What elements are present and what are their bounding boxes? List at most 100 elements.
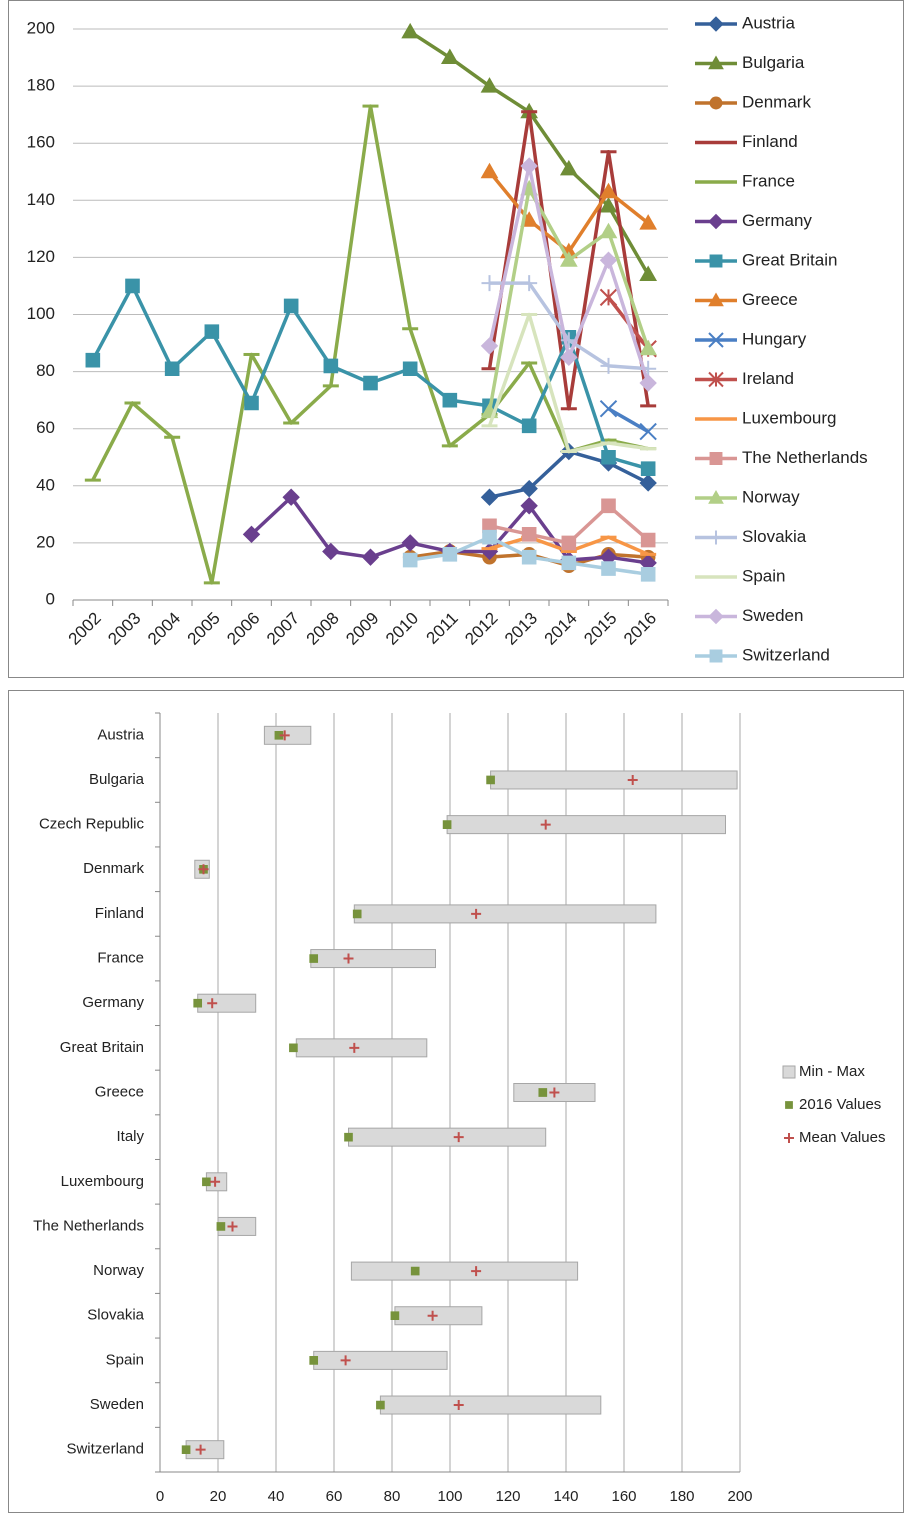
marker xyxy=(193,998,203,1008)
legend-label: France xyxy=(742,171,795,190)
x-tick-label: 180 xyxy=(669,1488,694,1505)
series-line xyxy=(607,407,650,434)
marker xyxy=(207,998,218,1009)
x-tick-label: 40 xyxy=(268,1488,285,1505)
y-tick-label: Greece xyxy=(95,1083,144,1100)
y-tick-label: Finland xyxy=(95,905,144,922)
marker xyxy=(401,534,419,552)
legend-label: The Netherlands xyxy=(742,448,868,467)
legend-marker xyxy=(708,332,724,348)
marker xyxy=(344,1132,353,1142)
y-tick-label: The Netherlands xyxy=(33,1217,144,1234)
y-tick-label: Slovakia xyxy=(87,1307,144,1324)
marker xyxy=(202,1177,211,1187)
legend-swatch xyxy=(782,1065,796,1079)
marker xyxy=(480,488,499,506)
marker xyxy=(561,535,577,551)
marker xyxy=(559,159,578,176)
marker xyxy=(442,547,458,562)
marker xyxy=(453,1132,464,1143)
marker xyxy=(520,497,538,515)
legend-label: Greece xyxy=(742,290,798,309)
range-chart: 0 20 40 60 80 100 120 140 160 180 200 Austria Bulgar… xyxy=(33,712,885,1505)
marker xyxy=(599,182,618,199)
marker xyxy=(639,265,658,282)
marker xyxy=(363,375,378,391)
marker xyxy=(520,479,538,498)
marker xyxy=(227,1221,238,1232)
marker xyxy=(282,488,300,506)
marker xyxy=(283,298,299,314)
range-bar xyxy=(313,1350,448,1370)
legend-label: Finland xyxy=(742,132,798,151)
y-tick-label: 100 xyxy=(27,304,55,323)
y-tick-label: Great Britain xyxy=(60,1039,144,1056)
marker xyxy=(471,908,482,919)
marker xyxy=(274,730,284,740)
marker xyxy=(402,361,418,377)
marker xyxy=(482,529,497,545)
marker xyxy=(601,561,616,576)
marker xyxy=(309,954,319,963)
marker xyxy=(442,392,458,408)
marker xyxy=(600,357,617,374)
y-tick-label: 180 xyxy=(27,76,55,95)
y-tick-label: 80 xyxy=(36,361,55,380)
marker xyxy=(480,337,499,355)
range-bar xyxy=(490,770,738,790)
legend-label: Mean Values xyxy=(799,1129,885,1146)
legend-label: Ireland xyxy=(742,369,794,388)
marker xyxy=(125,278,140,294)
y-tick-label: 20 xyxy=(36,532,55,551)
legend-label: Denmark xyxy=(742,92,811,111)
y-tick-label: 140 xyxy=(27,190,55,209)
range-bar xyxy=(379,1395,602,1415)
marker xyxy=(85,352,101,368)
range-bar xyxy=(197,993,257,1013)
marker xyxy=(204,324,220,339)
y-tick-label: Spain xyxy=(106,1351,144,1368)
marker xyxy=(352,909,362,919)
marker xyxy=(639,374,657,392)
legend-marker xyxy=(709,530,723,545)
marker xyxy=(309,1356,319,1365)
marker xyxy=(440,48,459,65)
legend-marker xyxy=(708,55,724,70)
range-bar xyxy=(310,949,436,969)
y-tick-label: 40 xyxy=(36,475,55,494)
legend-marker xyxy=(708,292,724,307)
y-tick-label: Luxembourg xyxy=(61,1173,144,1190)
y-tick-label: 200 xyxy=(27,18,55,37)
legend-label: Min - Max xyxy=(799,1063,865,1080)
x-tick-label: 0 xyxy=(156,1488,164,1505)
x-tick-label: 80 xyxy=(384,1488,401,1505)
marker xyxy=(599,222,618,239)
marker xyxy=(639,422,657,441)
legend-label: Spain xyxy=(742,566,785,585)
y-tick-label: Bulgaria xyxy=(89,771,145,788)
y-tick-label: France xyxy=(97,950,144,967)
legend-marker xyxy=(709,649,723,663)
marker xyxy=(181,1445,191,1454)
range-bar xyxy=(353,904,657,924)
marker xyxy=(599,197,618,213)
y-tick-label: Italy xyxy=(116,1128,144,1145)
marker xyxy=(486,775,495,785)
y-tick-label: Austria xyxy=(97,726,144,743)
legend-marker xyxy=(708,608,724,625)
y-tick-label: 120 xyxy=(27,247,55,266)
marker xyxy=(244,395,259,411)
marker xyxy=(402,552,418,568)
marker xyxy=(289,1043,298,1053)
range-bar xyxy=(295,1038,428,1058)
marker xyxy=(540,819,551,830)
legend-label: Switzerland xyxy=(742,645,830,664)
marker xyxy=(520,157,538,175)
marker xyxy=(640,532,656,548)
marker xyxy=(599,251,618,269)
marker xyxy=(453,1400,464,1411)
marker xyxy=(349,1042,360,1053)
marker xyxy=(481,275,498,292)
y-tick-label: Germany xyxy=(82,994,144,1011)
